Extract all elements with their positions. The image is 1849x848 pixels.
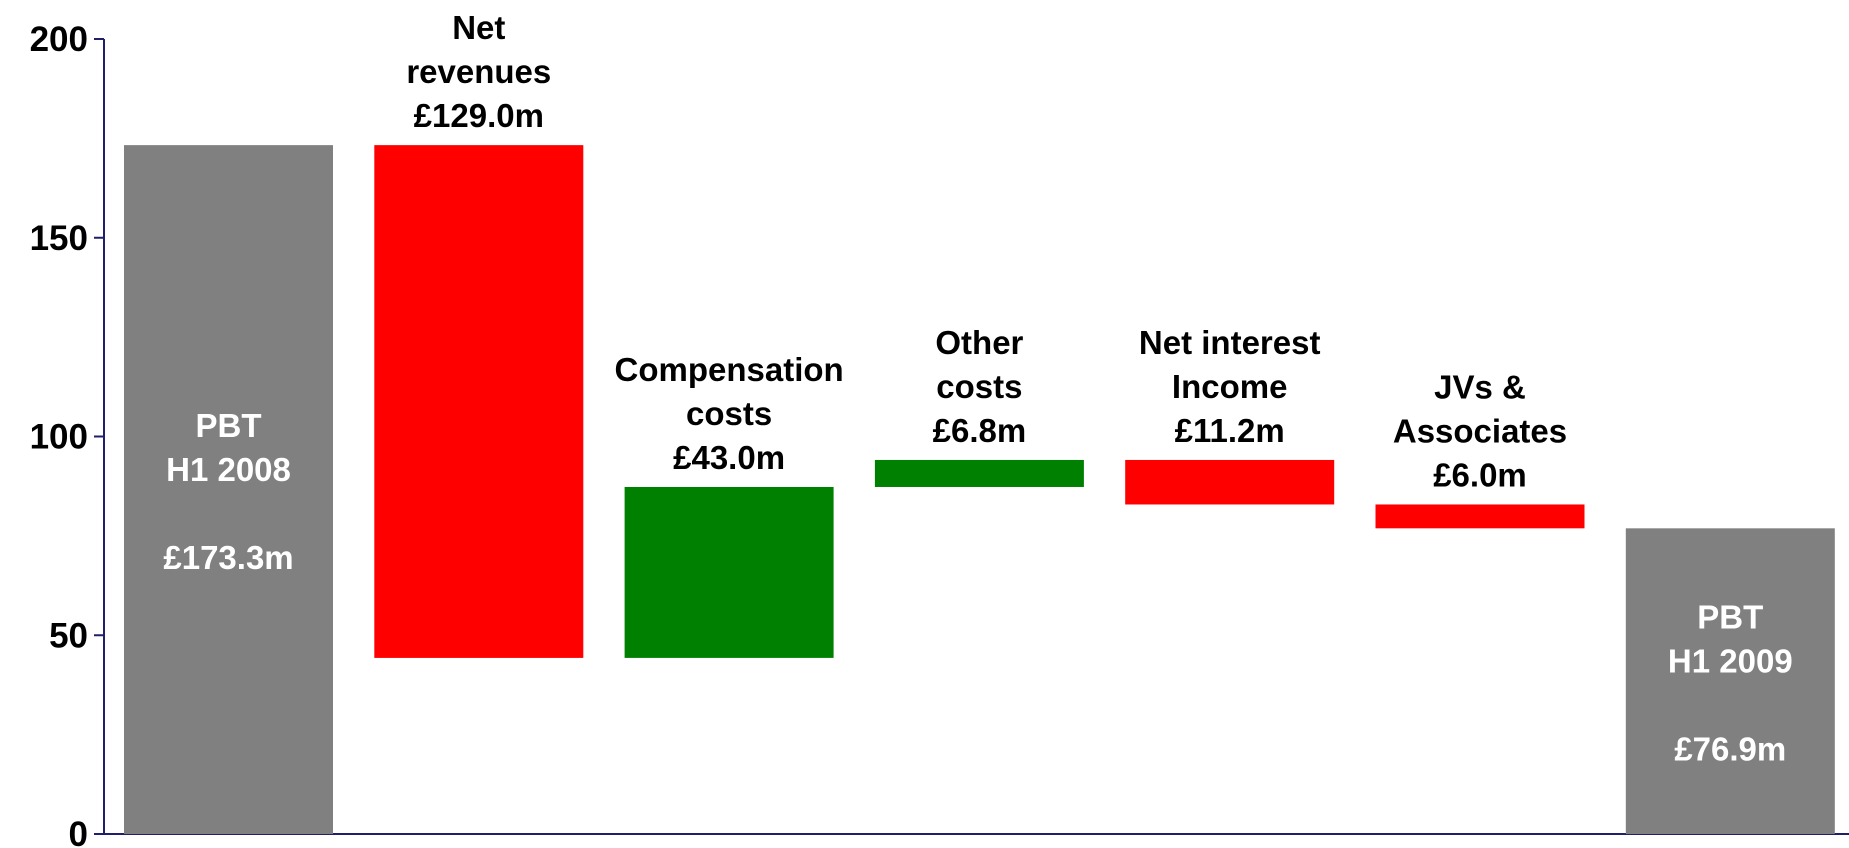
- label-line: Net interest: [1139, 324, 1321, 361]
- y-tick-label: 200: [30, 20, 88, 59]
- bar-category-label: PBT H1 2009: [1668, 598, 1793, 679]
- bar: [624, 486, 834, 658]
- label-line: Compensation: [615, 351, 844, 388]
- bar-value-label: £76.9m: [1674, 730, 1786, 767]
- bar-category-label: Compensation costs: [615, 351, 844, 432]
- bar-value-label: £11.2m: [1175, 412, 1285, 449]
- label-line: Associates: [1393, 412, 1567, 449]
- label-line: costs: [936, 368, 1022, 405]
- label-line: H1 2008: [166, 451, 291, 488]
- bar: [374, 145, 584, 658]
- bar-category-label: Net revenues: [406, 9, 551, 90]
- label-line: JVs &: [1434, 368, 1526, 405]
- bar-value-label: £173.3m: [163, 539, 293, 576]
- bar-value-label: £43.0m: [673, 439, 785, 476]
- bar-value-label: £129.0m: [414, 97, 544, 134]
- y-tick-label: 50: [49, 616, 88, 655]
- label-line: PBT: [196, 407, 262, 444]
- label-line: costs: [686, 395, 772, 432]
- bar: [1625, 528, 1835, 834]
- label-line: PBT: [1697, 598, 1763, 635]
- y-tick-label: 100: [30, 418, 88, 457]
- bar: [1125, 459, 1335, 505]
- bar-category-label: JVs & Associates: [1393, 368, 1567, 449]
- bar-category-label: PBT H1 2008: [166, 407, 291, 488]
- y-tick-label: 150: [30, 219, 88, 258]
- label-line: revenues: [406, 53, 551, 90]
- label-line: Income: [1172, 368, 1288, 405]
- bar: [124, 145, 333, 834]
- bar: [874, 459, 1084, 487]
- y-tick-label: 0: [69, 815, 88, 848]
- bar-category-label: Net interest Income: [1139, 324, 1321, 405]
- bar-category-label: Other costs: [935, 324, 1023, 405]
- label-line: H1 2009: [1668, 642, 1793, 679]
- bar-value-label: £6.8m: [933, 412, 1027, 449]
- bar: [1375, 504, 1585, 529]
- label-line: Net: [452, 9, 505, 46]
- label-line: Other: [935, 324, 1023, 361]
- bar-value-label: £6.0m: [1433, 456, 1527, 493]
